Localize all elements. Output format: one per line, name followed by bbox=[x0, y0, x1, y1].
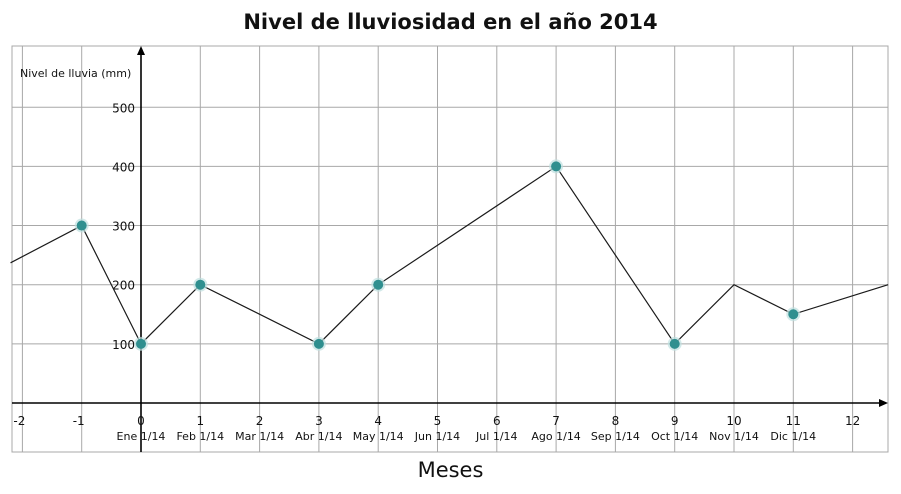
x-axis-arrow bbox=[879, 399, 888, 407]
y-tick-label: 500 bbox=[112, 101, 135, 115]
month-label: Ago 1/14 bbox=[531, 430, 580, 443]
x-tick-label: 8 bbox=[612, 414, 620, 428]
x-tick-label: 11 bbox=[786, 414, 801, 428]
x-tick-label: 9 bbox=[671, 414, 679, 428]
data-point bbox=[136, 338, 146, 349]
month-label: May 1/14 bbox=[353, 430, 404, 443]
data-point bbox=[788, 309, 799, 320]
x-tick-labels: -2 -1 0 1 2 3 4 5 6 7 8 9 10 11 12 bbox=[13, 414, 860, 428]
x-tick-label: 5 bbox=[434, 414, 442, 428]
x-tick-label: 3 bbox=[315, 414, 323, 428]
y-tick-label: 400 bbox=[112, 160, 135, 174]
data-point bbox=[76, 220, 87, 231]
data-point bbox=[195, 279, 206, 290]
month-label: Jun 1/14 bbox=[414, 430, 460, 443]
y-tick-label: 300 bbox=[112, 220, 135, 234]
chart-title: Nivel de lluviosidad en el año 2014 bbox=[243, 10, 658, 34]
x-tick-label: 6 bbox=[493, 414, 501, 428]
month-label: Oct 1/14 bbox=[651, 430, 698, 443]
y-tick-labels: 100 200 300 400 500 bbox=[112, 101, 135, 352]
data-point bbox=[313, 338, 324, 349]
axes bbox=[12, 46, 888, 452]
grid bbox=[11, 45, 889, 453]
x-tick-label: 12 bbox=[845, 414, 860, 428]
x-tick-label: 4 bbox=[374, 414, 382, 428]
x-tick-label: 10 bbox=[726, 414, 741, 428]
x-tick-label: -2 bbox=[13, 414, 25, 428]
x-tick-label: -1 bbox=[73, 414, 85, 428]
x-tick-label: 0 bbox=[137, 414, 145, 428]
x-axis-label: Meses bbox=[417, 458, 484, 482]
month-label: Jul 1/14 bbox=[475, 430, 517, 443]
plot-border bbox=[11, 45, 889, 453]
x-tick-label: 1 bbox=[196, 414, 204, 428]
month-label: Mar 1/14 bbox=[235, 430, 284, 443]
series-line bbox=[10, 165, 889, 345]
month-label: Ene 1/14 bbox=[117, 430, 166, 443]
y-axis-label: Nivel de lluvia (mm) bbox=[20, 67, 131, 80]
month-label: Nov 1/14 bbox=[709, 430, 759, 443]
y-tick-label: 100 bbox=[112, 338, 135, 352]
month-label: Sep 1/14 bbox=[591, 430, 640, 443]
data-point bbox=[551, 161, 562, 172]
y-axis-arrow bbox=[137, 46, 145, 55]
month-label: Dic 1/14 bbox=[770, 430, 816, 443]
month-label: Feb 1/14 bbox=[176, 430, 224, 443]
month-labels: Ene 1/14 Feb 1/14 Mar 1/14 Abr 1/14 May 1/14… bbox=[117, 430, 817, 443]
data-point bbox=[669, 338, 680, 349]
x-tick-label: 2 bbox=[256, 414, 264, 428]
data-point bbox=[373, 279, 384, 290]
rainfall-series bbox=[10, 159, 889, 351]
month-label: Abr 1/14 bbox=[295, 430, 342, 443]
y-tick-label: 200 bbox=[112, 279, 135, 293]
x-tick-label: 7 bbox=[552, 414, 560, 428]
